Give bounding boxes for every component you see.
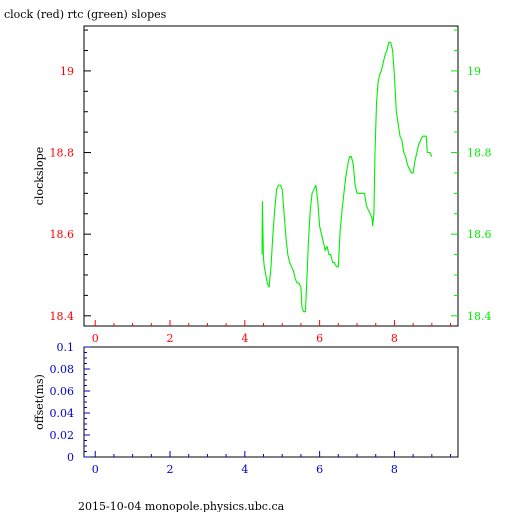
slope-left-y-tick-label: 18.4 (50, 310, 75, 323)
offset-y-tick-label: 0.04 (50, 407, 75, 420)
offset-x-tick-label: 4 (241, 463, 248, 476)
offset-x-ticks: 0 2 4 6 8 (92, 451, 452, 476)
offset-y-ticks: 0 0.02 0.04 0.06 0.08 0.1 (50, 341, 90, 464)
slope-x-ticks: 0 2 4 6 8 (92, 320, 452, 345)
offset-panel-frame (83, 346, 459, 458)
slope-right-y-tick-label: 18.8 (467, 147, 492, 160)
offset-y-tick-label: 0.06 (50, 385, 75, 398)
offset-x-tick-label: 2 (167, 463, 174, 476)
slope-panel: 0 2 4 6 8 18.4 18.6 18.8 19 18.4 18.6 18.8 19 cloc… (33, 25, 492, 345)
slope-left-y-tick-label: 19 (60, 65, 74, 78)
offset-y-tick-label: 0.02 (50, 429, 75, 442)
offset-y-axis-label: offset(ms) (33, 374, 46, 430)
slope-right-y-tick-label: 18.6 (467, 228, 492, 241)
slope-right-y-ticks: 18.4 18.6 18.8 19 (451, 29, 492, 323)
slope-left-y-ticks: 18.4 18.6 18.8 19 (50, 29, 91, 323)
slope-x-tick-label: 0 (92, 332, 99, 345)
slope-series-line-0 (261, 41, 433, 313)
offset-y-tick-label: 0.08 (50, 363, 75, 376)
slope-left-y-tick-label: 18.6 (50, 228, 75, 241)
offset-y-tick-label: 0.1 (57, 341, 75, 354)
offset-y-tick-label: 0 (67, 451, 74, 464)
slope-right-y-tick-label: 18.4 (467, 310, 492, 323)
slope-x-tick-label: 2 (167, 332, 174, 345)
slope-x-tick-label: 4 (241, 332, 248, 345)
slope-series (261, 41, 433, 313)
slope-left-y-tick-label: 18.8 (50, 147, 75, 160)
slope-x-tick-label: 6 (316, 332, 323, 345)
footer-text: 2015-10-04 monopole.physics.ubc.ca (78, 500, 285, 512)
offset-panel: 0 2 4 6 8 0 0.02 0.04 0.06 0.08 0.1 offset(ms) (33, 341, 459, 476)
chart-title: clock (red) rtc (green) slopes (4, 8, 167, 21)
offset-x-tick-label: 0 (92, 463, 99, 476)
slope-right-y-tick-label: 19 (467, 65, 481, 78)
offset-x-tick-label: 8 (391, 463, 398, 476)
slope-x-tick-label: 8 (391, 332, 398, 345)
offset-x-tick-label: 6 (316, 463, 323, 476)
slope-y-axis-label: clockslope (33, 147, 46, 205)
slope-panel-frame (83, 25, 459, 327)
